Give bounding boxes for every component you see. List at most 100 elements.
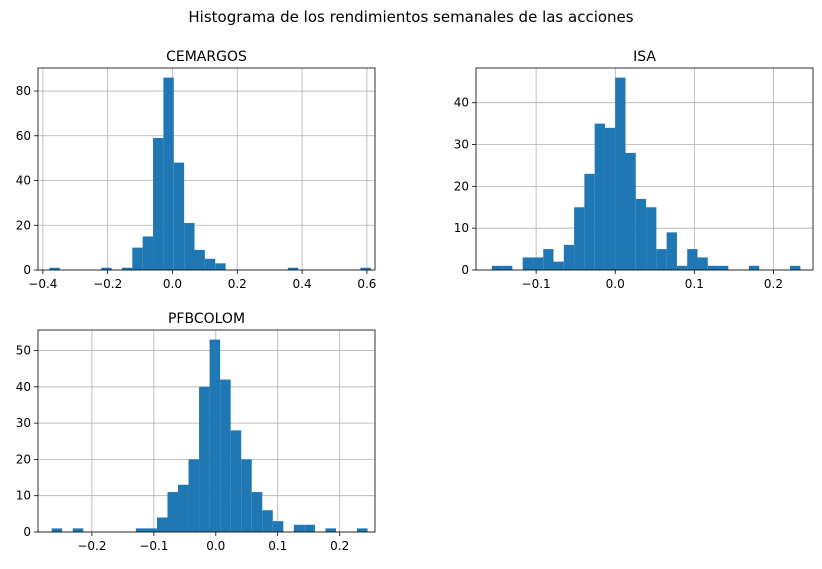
bar-pfbcolom-20 xyxy=(262,510,273,532)
xtick-label-pfbcolom-1: −0.1 xyxy=(139,539,168,553)
xtick-label-pfbcolom-4: 0.2 xyxy=(330,539,349,553)
grid-isa xyxy=(476,68,813,271)
bar-cemargos-12 xyxy=(173,162,185,270)
bar-isa-18 xyxy=(676,265,688,270)
subplot-title-isa: ISA xyxy=(633,49,656,65)
bar-isa-3 xyxy=(522,257,533,270)
bar-isa-5 xyxy=(543,249,554,270)
ytick-label-pfbcolom-0: 0 xyxy=(23,525,31,539)
subplots: −0.4 −0.2 0.0 0.2 0.4 0.6020406080CEMARGOS−0.… xyxy=(16,49,814,553)
bars-pfbcolom xyxy=(51,339,368,532)
bar-cemargos-15 xyxy=(204,258,216,270)
xtick-label-cemargos-2: 0.0 xyxy=(163,277,182,291)
bar-isa-14 xyxy=(635,198,647,270)
bar-cemargos-8 xyxy=(132,247,143,270)
bar-isa-4 xyxy=(532,257,544,270)
xtick-label-cemargos-5: 0.6 xyxy=(357,277,376,291)
bar-pfbcolom-17 xyxy=(230,430,242,532)
bar-isa-29 xyxy=(790,265,801,270)
ytick-label-pfbcolom-5: 50 xyxy=(16,344,31,358)
ytick-label-cemargos-3: 60 xyxy=(16,129,31,143)
ytick-label-cemargos-2: 40 xyxy=(16,174,31,188)
bar-cemargos-5 xyxy=(101,267,112,270)
bar-pfbcolom-18 xyxy=(241,459,252,532)
bar-cemargos-23 xyxy=(287,267,299,270)
ytick-label-isa-2: 20 xyxy=(454,179,469,193)
ytick-label-isa-3: 30 xyxy=(454,138,469,152)
bar-isa-21 xyxy=(707,265,719,270)
bar-pfbcolom-2 xyxy=(72,528,84,532)
axes-frame-cemargos xyxy=(37,67,376,271)
bar-pfbcolom-10 xyxy=(156,517,168,532)
bar-isa-25 xyxy=(748,265,760,270)
bar-isa-6 xyxy=(553,261,564,270)
bar-pfbcolom-14 xyxy=(199,386,210,532)
xtick-label-pfbcolom-0: −0.2 xyxy=(77,539,106,553)
ytick-label-isa-4: 40 xyxy=(454,96,469,110)
ytick-label-isa-1: 10 xyxy=(454,221,469,235)
bar-pfbcolom-0 xyxy=(51,528,63,532)
bar-isa-13 xyxy=(625,152,636,270)
bar-pfbcolom-8 xyxy=(135,528,147,532)
bar-pfbcolom-23 xyxy=(293,524,305,532)
xtick-label-cemargos-1: −0.2 xyxy=(93,277,122,291)
subplot-title-cemargos: CEMARGOS xyxy=(166,49,247,65)
bar-isa-1 xyxy=(502,265,513,270)
subplot-title-pfbcolom: PFBCOLOM xyxy=(168,311,245,327)
ytick-label-cemargos-4: 80 xyxy=(16,84,31,98)
xtick-label-pfbcolom-3: 0.1 xyxy=(268,539,287,553)
figure-title: Histograma de los rendimientos semanales… xyxy=(188,8,633,26)
ytick-label-cemargos-1: 20 xyxy=(16,218,31,232)
xtick-label-cemargos-3: 0.2 xyxy=(228,277,247,291)
subplot-cemargos: −0.4 −0.2 0.0 0.2 0.4 0.6 0 20 40 60 80 CEMARGOS xyxy=(16,49,377,291)
bar-cemargos-30 xyxy=(360,267,371,270)
axes-frame-isa xyxy=(475,67,814,271)
bar-pfbcolom-12 xyxy=(178,484,189,532)
bar-isa-12 xyxy=(615,77,626,270)
ytick-label-pfbcolom-3: 30 xyxy=(16,416,31,430)
xtick-label-pfbcolom-2: 0.0 xyxy=(206,539,225,553)
bar-pfbcolom-11 xyxy=(167,492,179,532)
bar-isa-11 xyxy=(604,127,616,270)
bar-pfbcolom-19 xyxy=(251,492,263,532)
bar-isa-16 xyxy=(656,249,667,270)
xtick-label-cemargos-0: −0.4 xyxy=(28,277,57,291)
bar-isa-0 xyxy=(491,265,503,270)
bar-isa-8 xyxy=(574,207,585,270)
ytick-label-isa-0: 0 xyxy=(461,263,469,277)
bars-isa xyxy=(491,77,801,270)
bar-pfbcolom-9 xyxy=(146,528,157,532)
bar-pfbcolom-13 xyxy=(188,459,200,532)
bar-cemargos-11 xyxy=(163,77,174,270)
bar-cemargos-7 xyxy=(121,267,133,270)
xtick-label-isa-0: −0.1 xyxy=(522,277,551,291)
grid-cemargos xyxy=(38,68,375,271)
subplot-pfbcolom: −0.2 −0.1 0.0 0.1 0.2 0 10 20 30 40 50 PFBCOLOM xyxy=(16,311,376,553)
bar-isa-19 xyxy=(687,249,698,270)
axes-frame-pfbcolom xyxy=(37,329,376,533)
bar-isa-7 xyxy=(563,244,575,270)
ytick-label-pfbcolom-4: 40 xyxy=(16,380,31,394)
bar-pfbcolom-15 xyxy=(209,339,221,532)
bar-cemargos-0 xyxy=(49,267,60,270)
xtick-label-isa-2: 0.1 xyxy=(685,277,704,291)
bars-cemargos xyxy=(49,77,371,270)
ytick-label-cemargos-0: 0 xyxy=(23,263,31,277)
bar-pfbcolom-16 xyxy=(220,379,231,532)
bar-isa-17 xyxy=(666,232,677,270)
subplot-isa: −0.1 0.0 0.1 0.2 0 10 20 30 40 ISA xyxy=(454,49,814,291)
bar-pfbcolom-24 xyxy=(304,524,315,532)
bar-isa-9 xyxy=(584,173,595,270)
bar-pfbcolom-21 xyxy=(272,521,284,532)
bar-cemargos-10 xyxy=(153,138,164,270)
xtick-label-isa-1: 0.0 xyxy=(606,277,625,291)
bar-isa-15 xyxy=(646,207,657,270)
xtick-label-isa-3: 0.2 xyxy=(764,277,783,291)
bar-isa-20 xyxy=(697,257,708,270)
ytick-label-pfbcolom-1: 10 xyxy=(16,489,31,503)
ytick-label-pfbcolom-2: 20 xyxy=(16,452,31,466)
bar-cemargos-14 xyxy=(194,249,205,270)
bar-pfbcolom-26 xyxy=(325,528,336,532)
